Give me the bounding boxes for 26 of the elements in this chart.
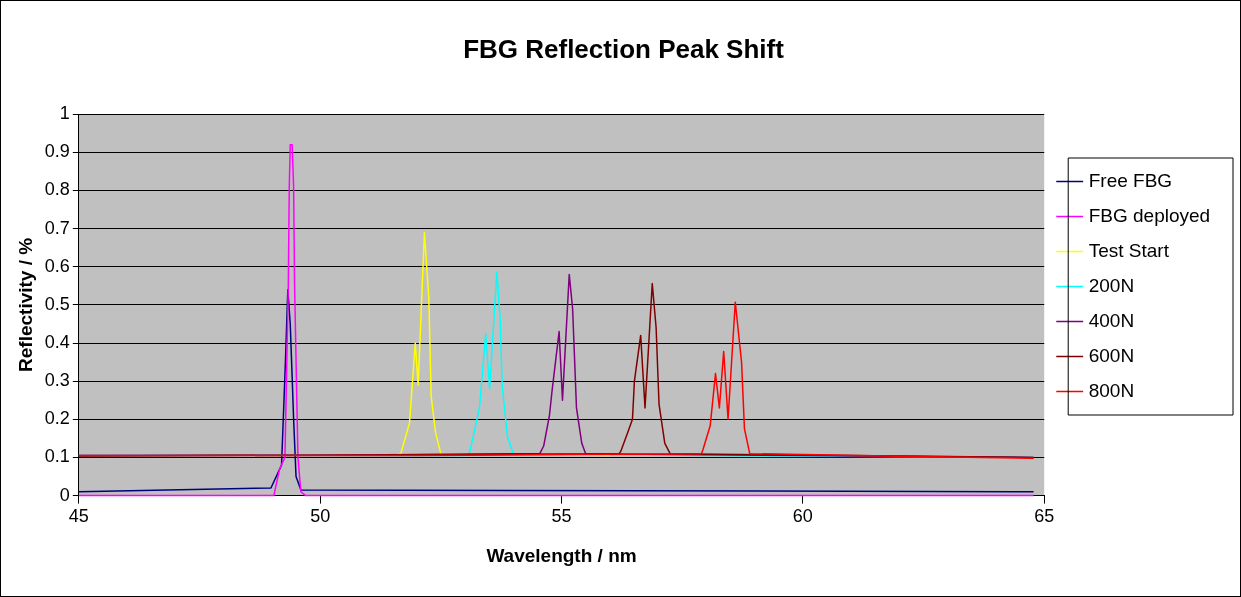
y-tick-label: 0.9 (44, 141, 70, 162)
y-tick-label: 0.2 (44, 408, 70, 429)
legend-label: Test Start (1088, 239, 1185, 261)
y-tick-label: 0.1 (44, 446, 70, 467)
legend-label: Free FBG (1088, 169, 1188, 191)
x-tick-label: 50 (310, 506, 331, 527)
legend-label: 400N (1088, 309, 1150, 331)
y-tick-label: 0.3 (44, 370, 70, 391)
chart-title: FBG Reflection Peak Shift (463, 33, 785, 64)
legend-label: 600N (1088, 344, 1150, 366)
y-tick-label: 0.5 (44, 293, 70, 314)
x-axis-title: Wavelength / nm (486, 544, 637, 566)
y-tick-label: 0.6 (44, 255, 70, 276)
x-tick-label: 45 (68, 506, 89, 527)
y-axis-title: Reflectivity / % (14, 237, 36, 372)
legend-label: 800N (1088, 379, 1150, 401)
x-tick-label: 60 (792, 506, 813, 527)
y-tick-label: 0.8 (44, 179, 70, 200)
x-tick-label: 65 (1034, 506, 1055, 527)
legend-label: 200N (1088, 274, 1150, 296)
x-tick-label: 55 (551, 506, 572, 527)
y-tick-label: 0 (59, 484, 70, 505)
legend-label: FBG deployed (1088, 204, 1226, 226)
y-tick-label: 0.4 (44, 332, 70, 353)
y-tick-label: 0.7 (44, 217, 70, 238)
y-tick-label: 1 (59, 103, 70, 124)
